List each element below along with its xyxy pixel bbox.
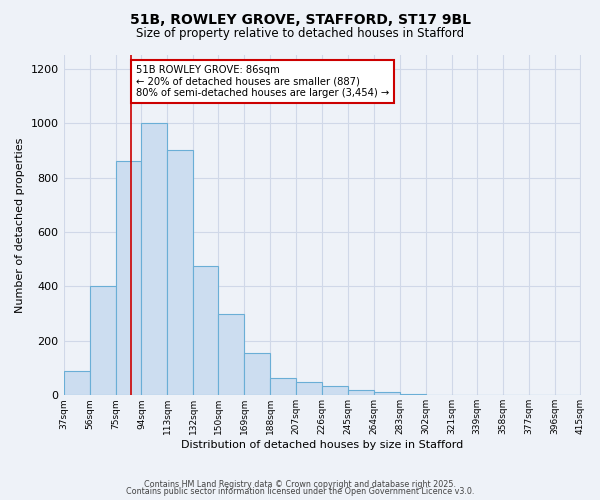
Bar: [89, 286, 116, 396]
Bar: [270, 378, 296, 396]
Text: 51B, ROWLEY GROVE, STAFFORD, ST17 9BL: 51B, ROWLEY GROVE, STAFFORD, ST17 9BL: [130, 12, 470, 26]
Bar: [348, 390, 374, 396]
Bar: [244, 353, 270, 396]
Bar: [322, 386, 348, 396]
Bar: [426, 394, 452, 396]
X-axis label: Distribution of detached houses by size in Stafford: Distribution of detached houses by size …: [181, 440, 463, 450]
Text: Contains public sector information licensed under the Open Government Licence v3: Contains public sector information licen…: [126, 488, 474, 496]
Bar: [142, 123, 167, 396]
Text: Size of property relative to detached houses in Stafford: Size of property relative to detached ho…: [136, 28, 464, 40]
Text: Contains HM Land Registry data © Crown copyright and database right 2025.: Contains HM Land Registry data © Crown c…: [144, 480, 456, 489]
Bar: [193, 266, 218, 396]
Y-axis label: Number of detached properties: Number of detached properties: [15, 138, 25, 313]
Bar: [400, 394, 426, 396]
Bar: [116, 161, 142, 396]
Bar: [64, 371, 89, 396]
Text: 51B ROWLEY GROVE: 86sqm
← 20% of detached houses are smaller (887)
80% of semi-d: 51B ROWLEY GROVE: 86sqm ← 20% of detache…: [136, 64, 389, 98]
Bar: [452, 394, 476, 396]
Bar: [296, 382, 322, 396]
Bar: [167, 150, 193, 396]
Bar: [218, 314, 244, 396]
Bar: [374, 392, 400, 396]
